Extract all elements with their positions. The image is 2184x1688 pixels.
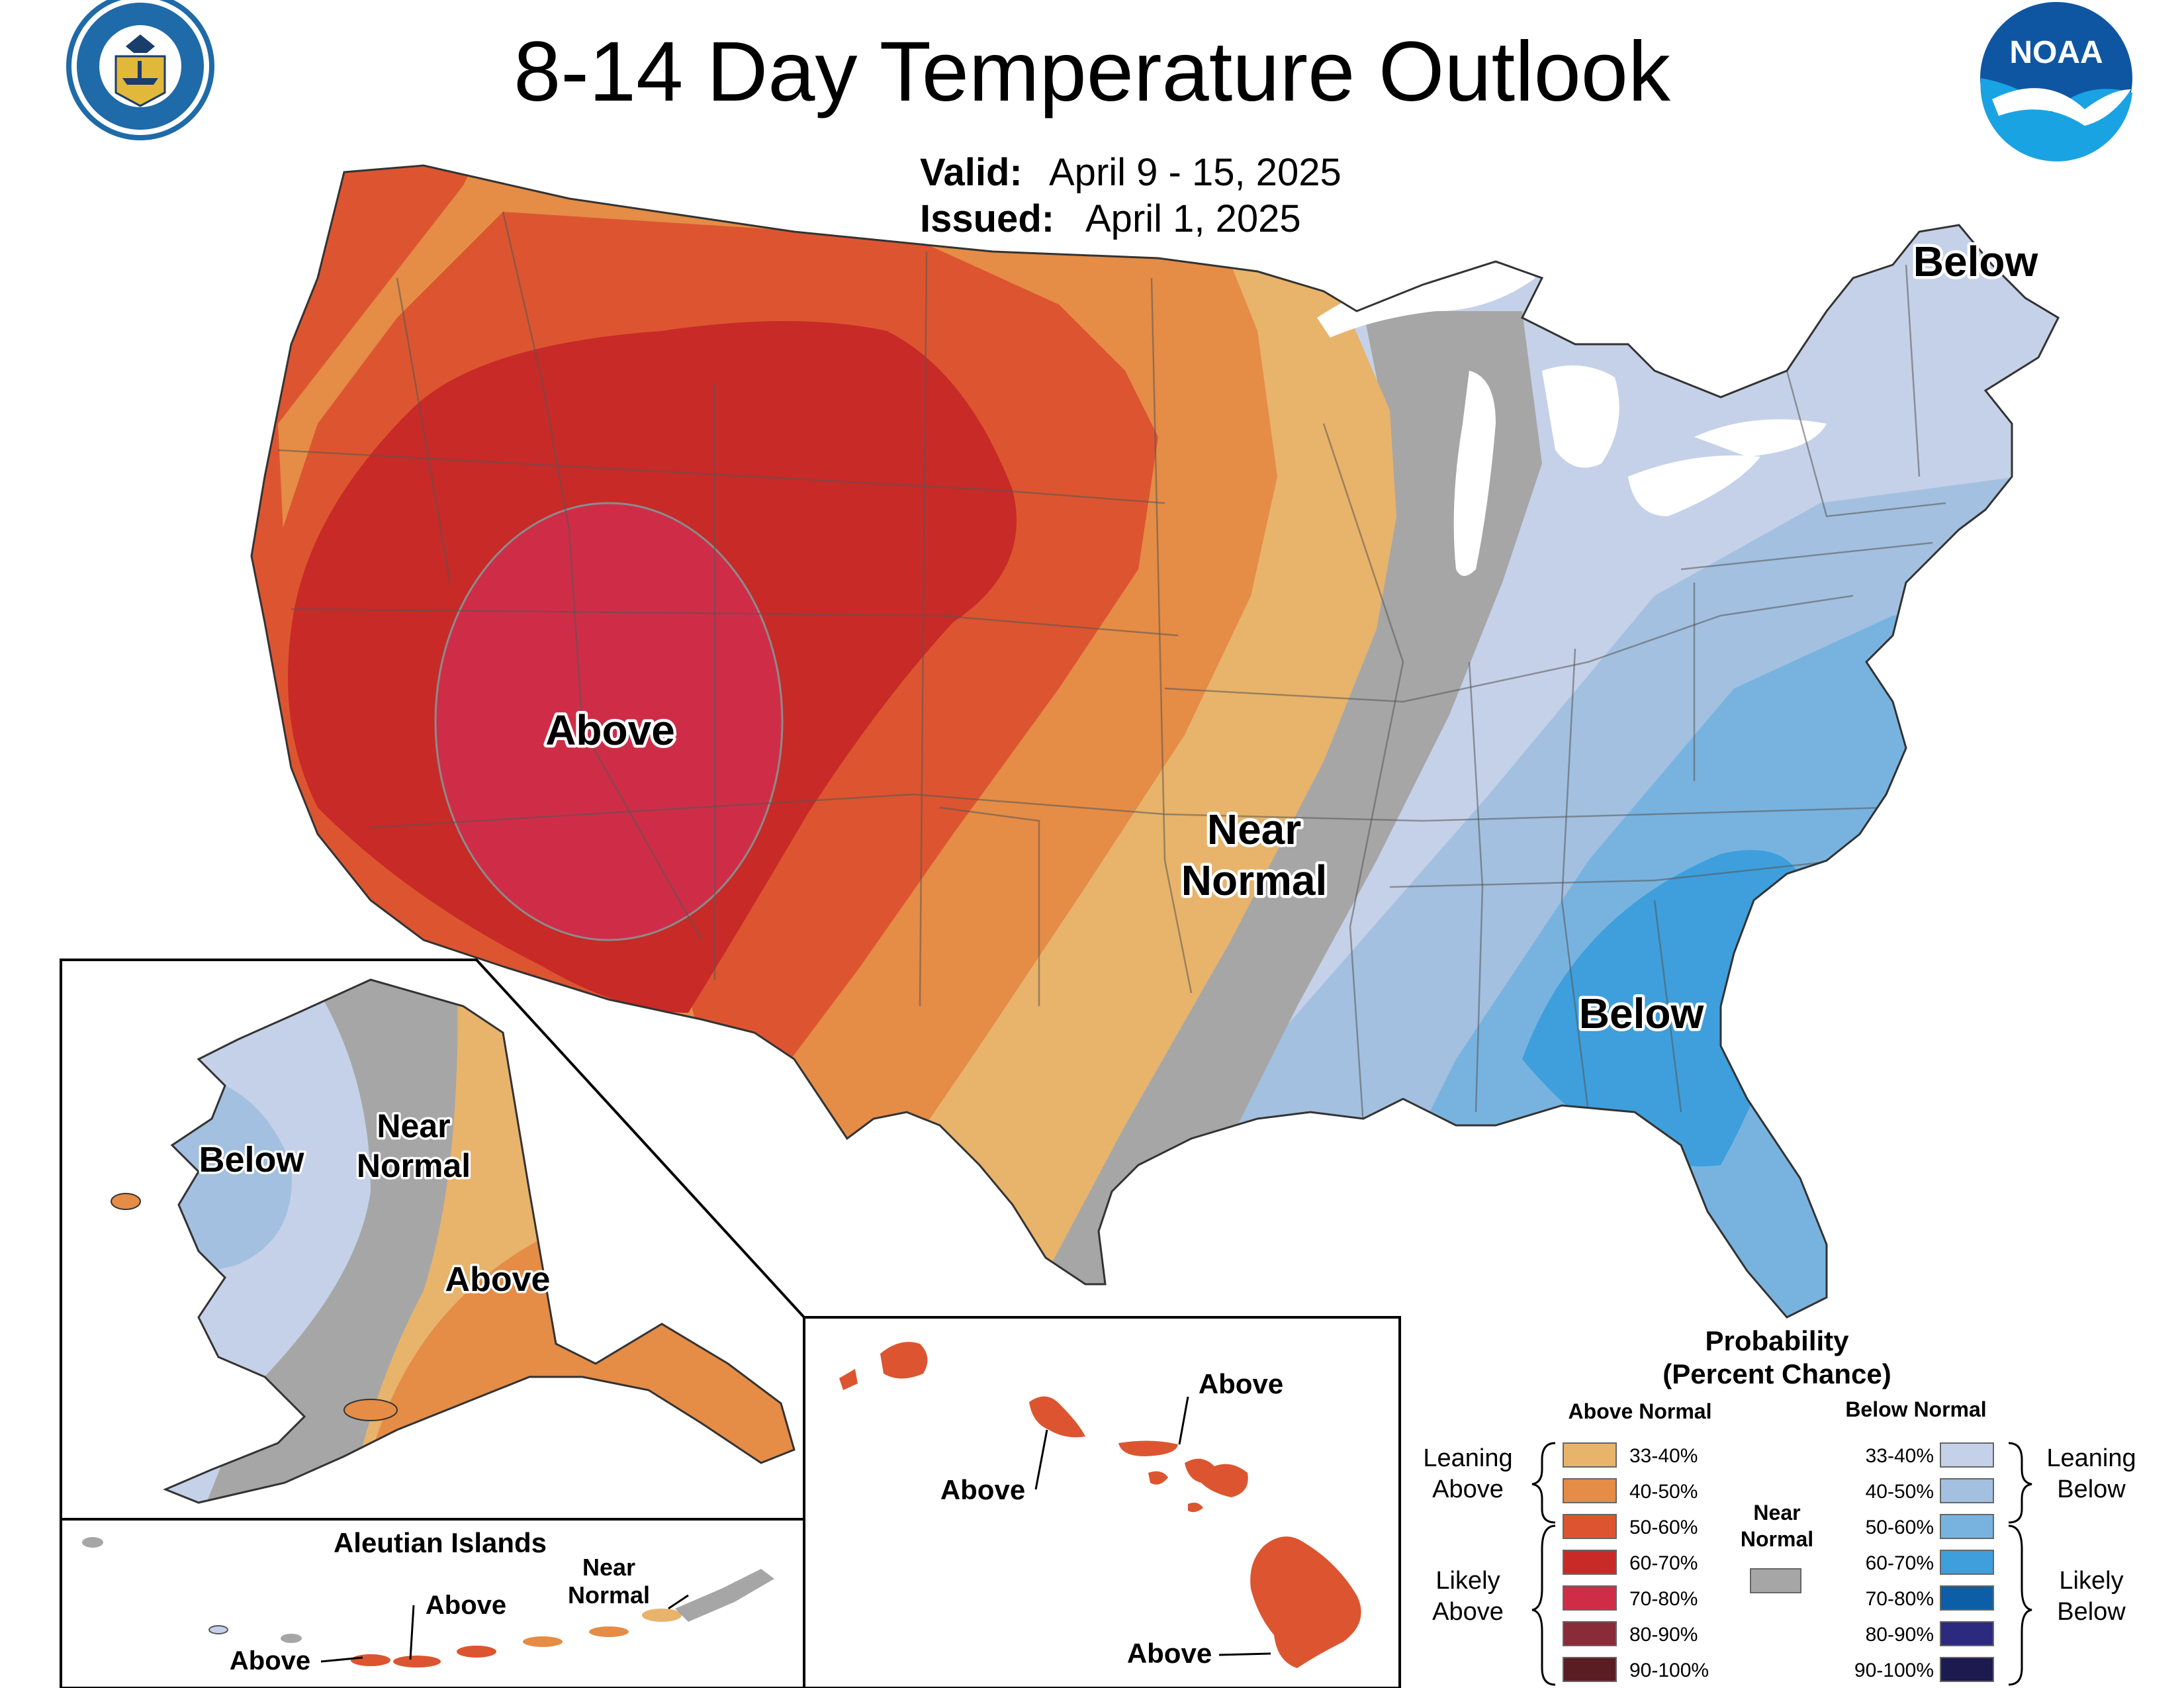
aleutian-near-label-line1: Near — [582, 1554, 635, 1581]
alaska-near-label-line2: Normal — [357, 1147, 471, 1184]
legend-title-line2: (Percent Chance) — [1662, 1358, 1891, 1389]
legend-below-range-label-3: 60-70% — [1866, 1552, 1934, 1574]
hawaii-niihau — [839, 1369, 858, 1390]
legend-below-swatch-6 — [1940, 1657, 1994, 1682]
legend-leaning-below-line2: Below — [2057, 1476, 2126, 1503]
legend-above-swatch-3 — [1563, 1550, 1617, 1575]
aleutian-inset: Aleutian Islands Above Above Near Normal — [60, 1518, 805, 1688]
legend-near-line2: Normal — [1741, 1527, 1813, 1551]
legend-above-range-label-5: 80-90% — [1629, 1624, 1698, 1646]
hawaii-lanai — [1148, 1471, 1168, 1485]
legend-leaning-above-line1: Leaning — [1423, 1444, 1512, 1472]
conus-below-southeast-label: Below — [1579, 990, 1704, 1037]
conus-below-northeast-label: Below — [1913, 238, 2038, 285]
alaska-below-label: Below — [199, 1140, 304, 1180]
great-lakes — [1317, 263, 1827, 576]
legend-above-swatch-5 — [1563, 1621, 1617, 1646]
issued-value: April 1, 2025 — [1085, 197, 1301, 240]
conus-outline — [250, 164, 2060, 1319]
legend-above-range-label-4: 70-80% — [1629, 1588, 1698, 1610]
legend-likely-below-line1: Likely — [2059, 1567, 2123, 1595]
hawaii-above-label-oahu: Above — [940, 1474, 1025, 1505]
legend-above-range-label-1: 40-50% — [1629, 1481, 1698, 1503]
legend-likely-above-line1: Likely — [1435, 1567, 1500, 1595]
legend-below-range-label-1: 40-50% — [1866, 1481, 1934, 1503]
zone-below-60-70 — [1522, 850, 1807, 1166]
legend-below-swatch-4 — [1940, 1585, 1994, 1611]
noaa-logo: NOAA — [1980, 2, 2132, 162]
legend-below-swatches: 33-40% 40-50% 50-60% 60-70% 70-80% 80-90% 90-1… — [1854, 1442, 1994, 1682]
aleutian-title: Aleutian Islands — [334, 1527, 547, 1558]
conus-near-label-line1: Near — [1207, 806, 1301, 853]
legend-below-range-label-0: 33-40% — [1866, 1445, 1934, 1467]
legend-leaning-below-line1: Leaning — [2046, 1444, 2136, 1472]
alaska-inset: Below Near Normal Above — [60, 959, 805, 1521]
legend-title-line1: Probability — [1705, 1325, 1849, 1356]
valid-label: Valid: — [920, 151, 1023, 194]
legend-above-swatch-0 — [1563, 1442, 1617, 1468]
conus-near-label-line2: Normal — [1181, 857, 1328, 904]
legend-below-swatch-3 — [1940, 1550, 1994, 1575]
legend-below-swatch-0 — [1940, 1442, 1994, 1468]
aleutian-above-label-2: Above — [426, 1591, 506, 1620]
hawaii-inset: Above Above Above — [803, 1316, 1401, 1688]
legend-below-range-label-2: 50-60% — [1866, 1517, 1934, 1538]
legend-likely-above-line2: Above — [1432, 1598, 1504, 1626]
page-title: 8-14 Day Temperature Outlook — [514, 24, 1671, 119]
legend-below-range-label-4: 70-80% — [1866, 1588, 1934, 1610]
hawaii-above-label-big-island: Above — [1127, 1638, 1212, 1669]
legend-above-range-label-6: 90-100% — [1629, 1660, 1709, 1681]
legend-near-line1: Near — [1753, 1501, 1800, 1524]
noaa-logo-text: NOAA — [2009, 35, 2103, 70]
legend-above-range-label-2: 50-60% — [1629, 1517, 1698, 1538]
legend-likely-below-line2: Below — [2057, 1598, 2126, 1626]
legend-near-normal-swatch — [1750, 1568, 1801, 1593]
hawaii-molokai — [1118, 1440, 1178, 1456]
conus-above-label: Above — [545, 706, 675, 754]
hawaii-kauai — [880, 1342, 928, 1379]
legend-above-range-label-0: 33-40% — [1629, 1445, 1698, 1467]
legend-below-range-label-5: 80-90% — [1866, 1624, 1934, 1646]
alaska-outline — [163, 978, 796, 1504]
legend-above-swatch-4 — [1563, 1585, 1617, 1611]
legend-above-range-label-3: 60-70% — [1629, 1552, 1698, 1574]
hawaii-maui — [1185, 1458, 1248, 1497]
legend-above-swatch-2 — [1563, 1514, 1617, 1539]
hawaii-above-label-molokai: Above — [1199, 1368, 1283, 1399]
hawaii-kahoolawe — [1188, 1503, 1203, 1513]
hawaii-big-island — [1250, 1536, 1361, 1668]
commerce-seal-logo — [66, 0, 214, 140]
legend-above-header: Above Normal — [1569, 1399, 1712, 1423]
legend-below-swatch-5 — [1940, 1621, 1994, 1646]
zone-near-normal — [1019, 311, 1542, 1317]
alaska-above-label: Above — [445, 1260, 551, 1299]
aleutian-above-label-1: Above — [230, 1646, 310, 1675]
aleutian-near-label-line2: Normal — [568, 1581, 650, 1609]
probability-legend: Probability (Percent Chance) Above Norma… — [1423, 1325, 2136, 1686]
issued-label: Issued: — [920, 197, 1054, 240]
legend-above-swatch-1 — [1563, 1478, 1617, 1503]
legend-above-swatches: 33-40% 40-50% 50-60% 60-70% 70-80% 80-90% 90-1… — [1563, 1442, 1709, 1682]
legend-below-swatch-2 — [1940, 1514, 1994, 1539]
valid-value: April 9 - 15, 2025 — [1049, 151, 1342, 194]
legend-below-range-label-6: 90-100% — [1854, 1660, 1934, 1681]
legend-above-swatch-6 — [1563, 1657, 1617, 1682]
legend-leaning-above-line2: Above — [1432, 1476, 1504, 1503]
hawaii-oahu — [1029, 1396, 1085, 1438]
legend-below-header: Below Normal — [1845, 1397, 1986, 1421]
state-boundaries — [277, 211, 1946, 1126]
alaska-near-label-line1: Near — [377, 1107, 450, 1145]
legend-below-swatch-1 — [1940, 1478, 1994, 1503]
aleutian-islands-shapes — [82, 1537, 774, 1667]
